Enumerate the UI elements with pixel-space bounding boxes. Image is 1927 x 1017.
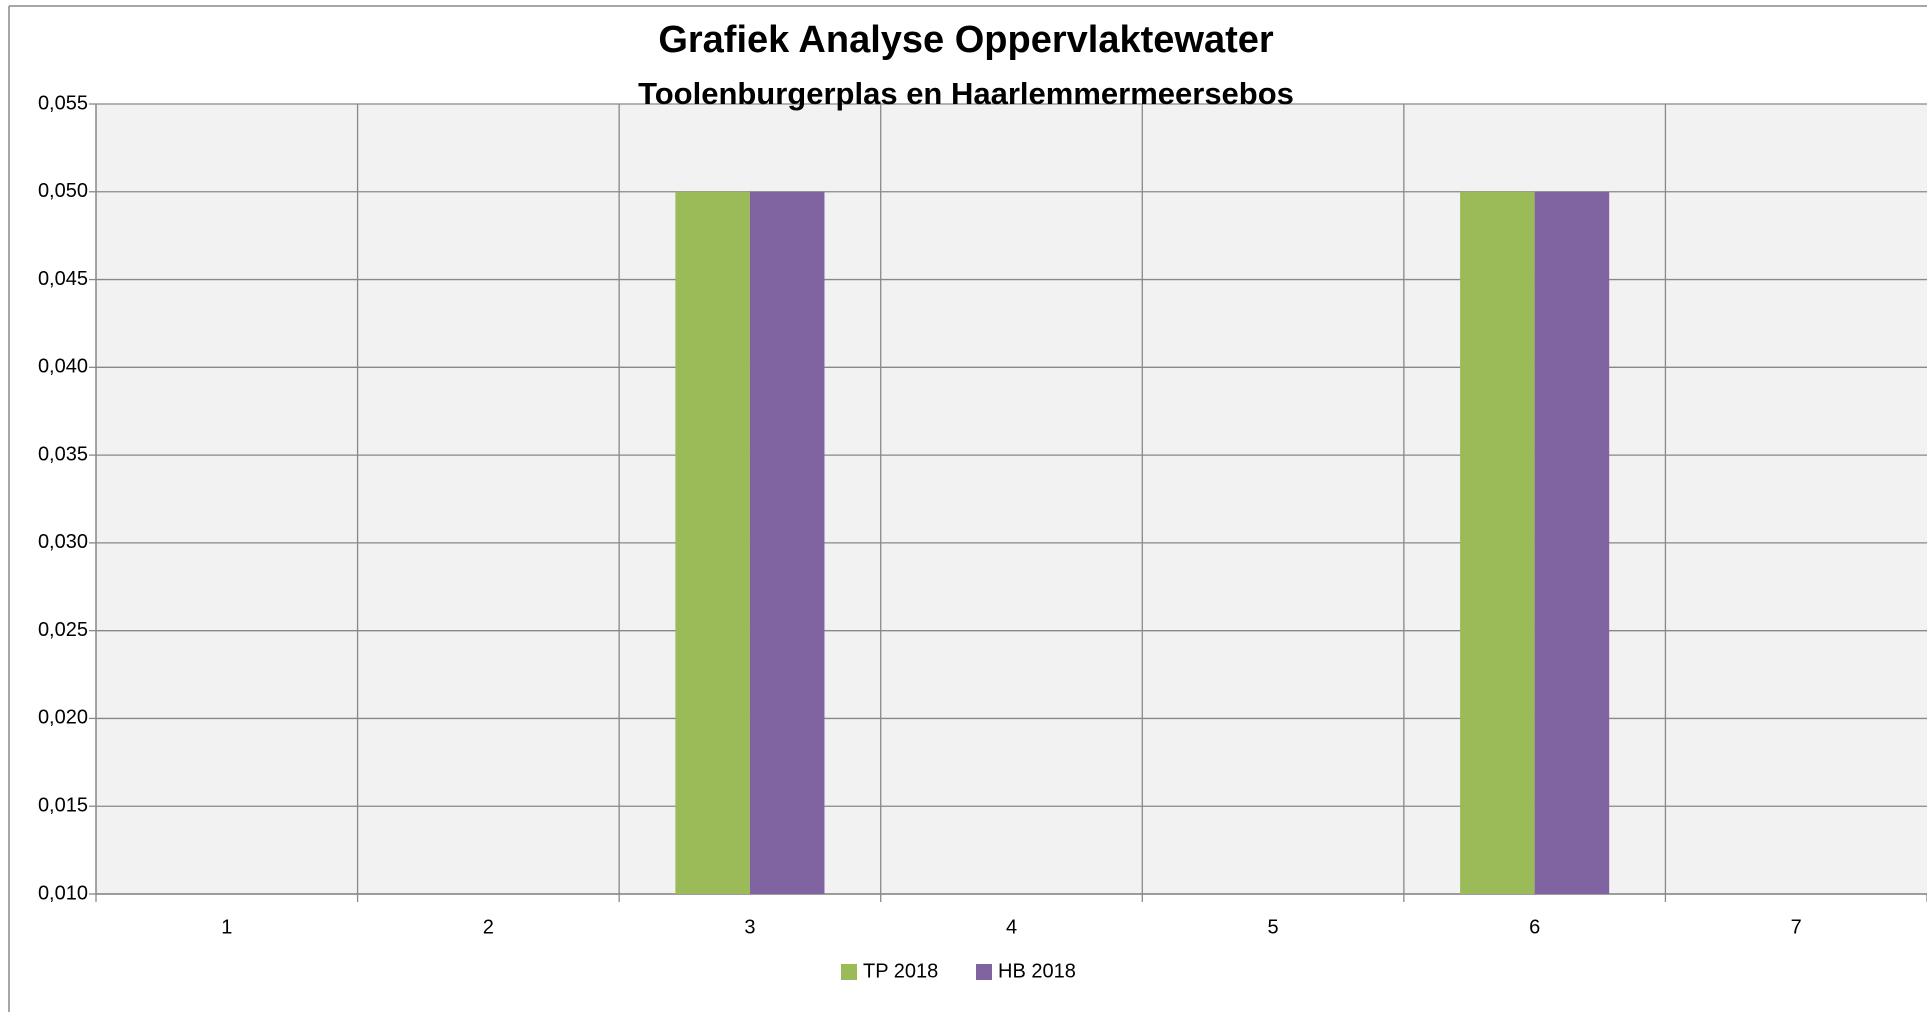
grid [89, 103, 1927, 902]
bar [1460, 191, 1535, 894]
chart-title: Grafiek Analyse Oppervlaktewater [658, 19, 1274, 61]
legend-label: TP 2018 [863, 960, 938, 982]
plot-area [96, 104, 1927, 894]
legend-swatch [841, 964, 857, 980]
bar [1534, 191, 1610, 894]
y-tick-label: 0,045 [38, 268, 88, 290]
y-tick-label: 0,040 [38, 356, 88, 378]
y-tick-label: 0,025 [38, 619, 88, 641]
y-tick-label: 0,020 [38, 707, 88, 729]
y-tick-label: 0,055 [38, 92, 88, 114]
labels: 0,010 0,015 0,020 0,025 0,030 0,035 0,040 0,045… [38, 92, 1802, 938]
y-tick-label: 0,015 [38, 795, 88, 817]
y-tick-label: 0,050 [38, 180, 88, 202]
bar [675, 191, 750, 894]
x-tick-label: 1 [221, 916, 232, 938]
bars [675, 191, 1610, 894]
x-tick-label: 6 [1529, 916, 1540, 938]
x-tick-label: 4 [1006, 916, 1017, 938]
x-tick-label: 2 [483, 916, 494, 938]
legend-label: HB 2018 [998, 960, 1076, 982]
legend: TP 2018 HB 2018 [841, 960, 1076, 982]
y-tick-label: 0,010 [38, 882, 88, 904]
x-tick-label: 5 [1268, 916, 1279, 938]
legend-swatch [976, 964, 992, 980]
y-tick-label: 0,030 [38, 531, 88, 553]
y-tick-label: 0,035 [38, 443, 88, 465]
bar [749, 191, 825, 894]
chart-subtitle: Toolenburgerplas en Haarlemmermeersebos [638, 76, 1294, 111]
x-tick-label: 3 [744, 916, 755, 938]
x-tick-label: 7 [1791, 916, 1802, 938]
